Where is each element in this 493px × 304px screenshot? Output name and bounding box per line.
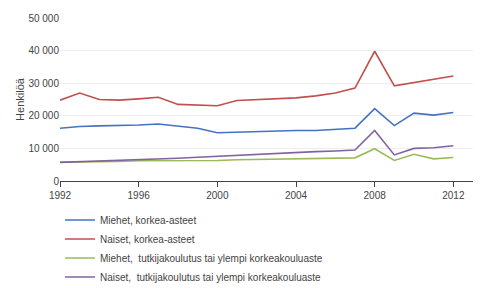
svg-text:Henkilöä: Henkilöä — [14, 77, 26, 121]
svg-text:10 000: 10 000 — [28, 143, 59, 154]
svg-text:0: 0 — [53, 176, 59, 187]
svg-text:Naiset, korkea-asteet: Naiset, korkea-asteet — [100, 234, 195, 245]
svg-text:40 000: 40 000 — [28, 45, 59, 56]
svg-text:2000: 2000 — [206, 190, 229, 201]
svg-text:30 000: 30 000 — [28, 78, 59, 89]
svg-text:50 000: 50 000 — [28, 13, 59, 24]
svg-text:1996: 1996 — [128, 190, 151, 201]
svg-text:20 000: 20 000 — [28, 110, 59, 121]
svg-text:1992: 1992 — [49, 190, 72, 201]
svg-text:Miehet, korkea-asteet: Miehet, korkea-asteet — [100, 215, 196, 226]
svg-text:2004: 2004 — [285, 190, 308, 201]
svg-text:Naiset, tutkijakoulutus tai y: Naiset, tutkijakoulutus tai ylempi korke… — [100, 272, 321, 283]
svg-text:2008: 2008 — [364, 190, 387, 201]
svg-text:2012: 2012 — [442, 190, 465, 201]
svg-text:Miehet, tutkijakoulutus tai y: Miehet, tutkijakoulutus tai ylempi korke… — [100, 253, 323, 264]
